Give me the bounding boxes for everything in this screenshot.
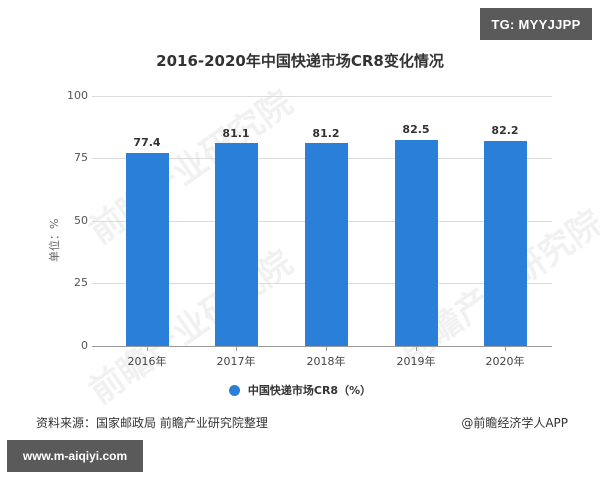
bar-2020: [484, 140, 527, 346]
bar-value-label: 77.4: [133, 136, 161, 149]
x-tick-label: 2018年: [306, 355, 346, 368]
y-tick-label: 75: [74, 151, 88, 164]
x-tick-label: 2020年: [485, 355, 525, 368]
y-tick-label: 50: [74, 214, 88, 227]
x-tick-label: 2017年: [216, 355, 256, 368]
legend-label: 中国快递市场CR8（%）: [247, 384, 372, 397]
x-tick-mark: [416, 346, 417, 351]
y-axis-label: 单位：%: [48, 218, 61, 262]
x-tick-mark: [147, 346, 148, 351]
chart-legend[interactable]: 中国快递市场CR8（%）: [0, 382, 600, 398]
x-tick-label: 2019年: [396, 355, 436, 368]
bar-2017: [215, 143, 258, 346]
watermark: 前瞻产业研究院: [82, 82, 300, 253]
bar-2019: [395, 139, 438, 346]
x-tick-mark: [505, 346, 506, 351]
telegram-badge: TG: MYYJJPP: [480, 8, 592, 40]
x-axis-line: [92, 346, 552, 347]
chart-title: 2016-2020年中国快递市场CR8变化情况: [156, 52, 444, 70]
bar-value-label: 81.2: [312, 127, 340, 140]
bar-value-label: 82.2: [491, 124, 519, 137]
bar-value-label: 82.5: [402, 123, 430, 136]
bar-value-label: 81.1: [222, 127, 250, 140]
legend-marker-icon: [228, 384, 240, 396]
x-tick-mark: [236, 346, 237, 351]
credit-note: @前瞻经济学人APP: [461, 416, 568, 430]
website-badge: www.m-aiqiyi.com: [7, 440, 143, 472]
y-tick-label: 100: [67, 89, 88, 102]
bar-2016: [126, 152, 169, 346]
data-source-note: 资料来源：国家邮政局 前瞻产业研究院整理: [36, 416, 268, 430]
bar-2018: [305, 143, 348, 346]
y-tick-label: 0: [81, 339, 88, 352]
y-tick-label: 25: [74, 276, 88, 289]
x-tick-label: 2016年: [127, 355, 167, 368]
gridline-100: [92, 96, 552, 97]
x-tick-mark: [326, 346, 327, 351]
